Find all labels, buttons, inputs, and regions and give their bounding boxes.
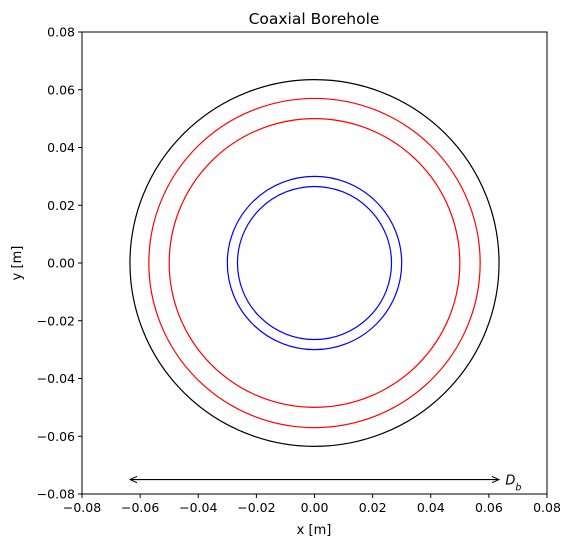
x-tick-label: −0.08 bbox=[63, 500, 101, 515]
inner-pipe-inner-wall-circle bbox=[236, 185, 393, 341]
y-tick-label: −0.02 bbox=[37, 313, 75, 328]
inner-pipe-outer-wall-circle bbox=[226, 175, 403, 351]
borehole-diameter-label: Db bbox=[505, 474, 521, 494]
x-tick-label: 0.02 bbox=[359, 500, 387, 515]
x-tick-label: 0.06 bbox=[475, 500, 503, 515]
plot-frame bbox=[81, 31, 548, 495]
y-tick-label: 0.02 bbox=[47, 198, 75, 213]
outer-pipe-outer-wall-circle bbox=[148, 97, 481, 429]
x-tick-label: −0.02 bbox=[237, 500, 275, 515]
x-tick-label: −0.06 bbox=[121, 500, 159, 515]
y-tick-label: 0.00 bbox=[47, 256, 75, 271]
y-axis: −0.08 −0.06 −0.04 −0.02 0.00 0.02 0.04 0.06 0.08 bbox=[37, 25, 82, 502]
y-tick-label: −0.04 bbox=[37, 371, 75, 386]
y-tick-label: 0.08 bbox=[47, 25, 75, 40]
x-axis-label: x [m] bbox=[297, 523, 332, 538]
y-tick-label: 0.04 bbox=[47, 140, 75, 155]
y-tick-label: 0.06 bbox=[47, 82, 75, 97]
y-tick-label: −0.08 bbox=[37, 487, 75, 502]
chart-title: Coaxial Borehole bbox=[249, 10, 380, 28]
x-tick-label: 0.04 bbox=[417, 500, 445, 515]
x-tick-label: 0.08 bbox=[533, 500, 561, 515]
x-tick-label: −0.04 bbox=[179, 500, 217, 515]
x-axis: −0.08 −0.06 −0.04 −0.02 0.00 0.02 0.04 0.06 0.08 bbox=[63, 494, 561, 515]
y-axis-label: y [m] bbox=[10, 246, 25, 281]
x-tick-label: 0.00 bbox=[301, 500, 329, 515]
borehole-wall-circle bbox=[129, 79, 500, 447]
plot-area: Db bbox=[129, 79, 521, 494]
outer-pipe-inner-wall-circle bbox=[168, 118, 461, 408]
y-tick-label: −0.06 bbox=[37, 429, 75, 444]
